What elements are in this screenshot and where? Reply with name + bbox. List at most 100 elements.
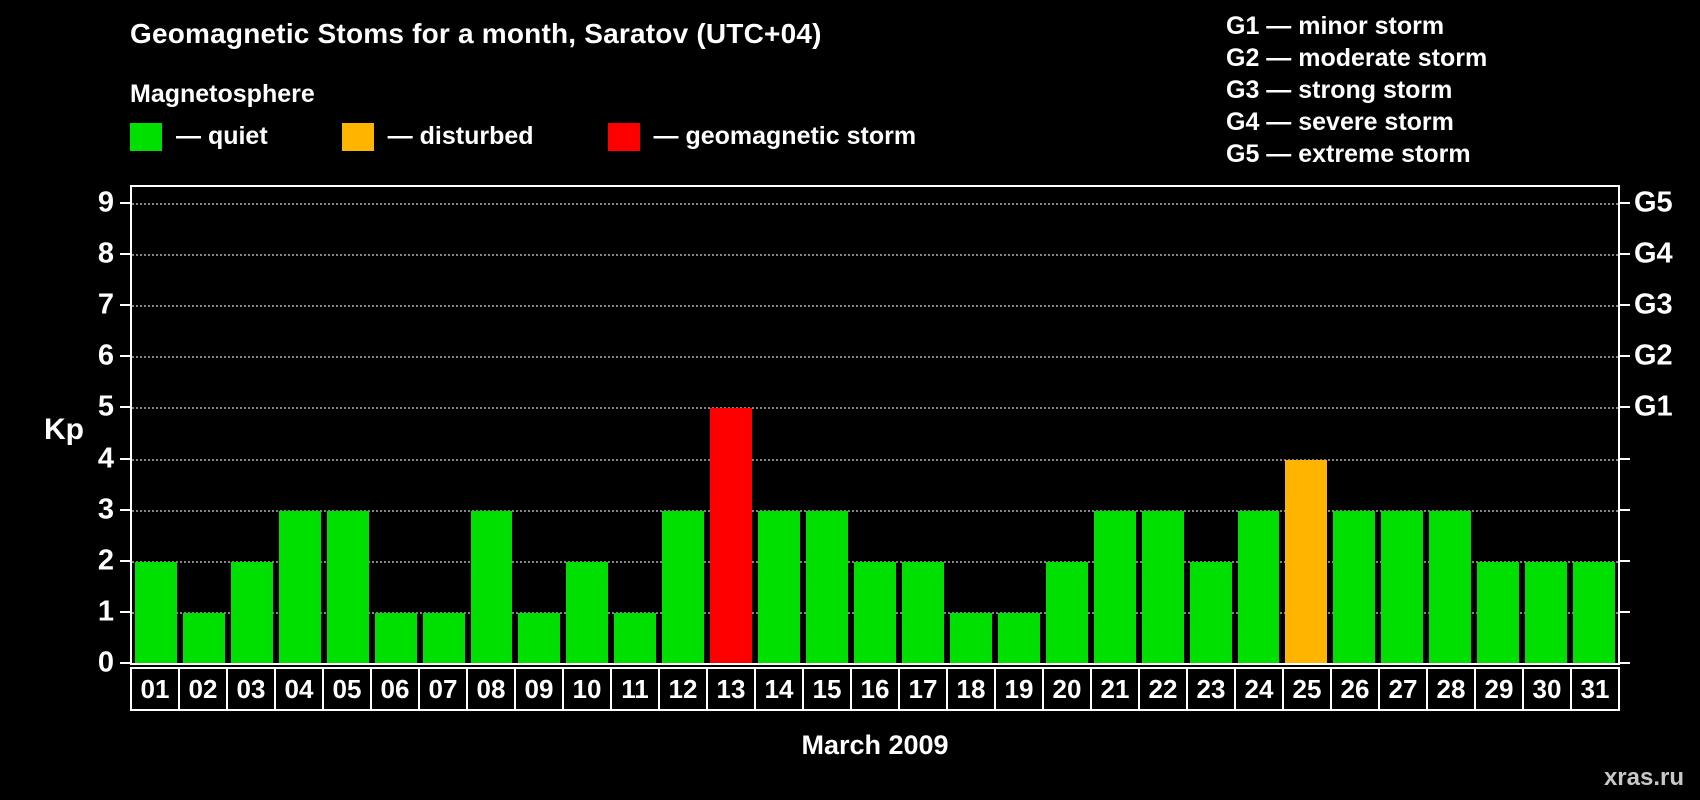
magnetosphere-legend: — quiet — disturbed — geomagnetic storm: [130, 122, 916, 151]
y-tick-right-2: [1620, 559, 1630, 562]
storm-swatch: [607, 122, 640, 151]
y-tick-right-3: [1620, 508, 1630, 511]
bar-day-19: [997, 612, 1040, 663]
bar-day-03: [230, 561, 273, 663]
day-label-27: 27: [1378, 667, 1428, 711]
y-tick-left-1: [120, 610, 130, 613]
storm-scale-line-g4: G4 — severe storm: [1226, 108, 1454, 136]
plot-area: [130, 185, 1620, 665]
bar-day-30: [1525, 561, 1568, 663]
y-tick-left-7: [120, 304, 130, 307]
day-label-17: 17: [898, 667, 948, 711]
bar-day-01: [135, 561, 177, 663]
bar-day-06: [374, 612, 417, 663]
gridline-kp-3: [132, 509, 1618, 512]
gridline-kp-4: [132, 458, 1618, 461]
day-label-26: 26: [1330, 667, 1380, 711]
day-label-29: 29: [1474, 667, 1524, 711]
day-label-23: 23: [1186, 667, 1236, 711]
bar-day-09: [518, 612, 561, 663]
y-tick-left-9: [120, 202, 130, 204]
bar-day-25: [1285, 459, 1328, 663]
y-tick-left-3: [120, 508, 130, 511]
bar-day-02: [182, 612, 225, 663]
day-label-10: 10: [562, 667, 612, 711]
g-scale-label-g4: G4: [1634, 237, 1673, 270]
day-label-03: 03: [226, 667, 276, 711]
watermark: xras.ru: [1603, 764, 1684, 791]
chart-title: Geomagnetic Stoms for a month, Saratov (…: [130, 18, 822, 49]
y-tick-label-3: 3: [97, 493, 114, 526]
day-label-09: 09: [514, 667, 564, 711]
bar-day-17: [901, 561, 944, 663]
day-label-02: 02: [178, 667, 228, 711]
bar-day-20: [1045, 561, 1088, 663]
day-label-31: 31: [1570, 667, 1620, 711]
day-label-16: 16: [850, 667, 900, 711]
bar-day-10: [566, 561, 609, 663]
day-label-06: 06: [370, 667, 420, 711]
day-label-13: 13: [706, 667, 756, 711]
gridline-kp-9: [132, 203, 1618, 205]
bar-day-18: [949, 612, 992, 663]
day-label-20: 20: [1042, 667, 1092, 711]
x-axis-title: March 2009: [801, 730, 949, 760]
day-label-24: 24: [1234, 667, 1284, 711]
y-tick-right-6: [1620, 355, 1630, 358]
g-scale-label-g2: G2: [1634, 339, 1673, 372]
day-label-25: 25: [1282, 667, 1332, 711]
g-scale-label-g5: G5: [1634, 186, 1673, 219]
legend-item-disturbed: — disturbed: [341, 122, 534, 151]
day-label-30: 30: [1522, 667, 1572, 711]
day-label-15: 15: [802, 667, 852, 711]
bar-day-16: [854, 561, 896, 663]
y-tick-label-4: 4: [97, 442, 114, 475]
y-tick-right-9: [1620, 202, 1630, 204]
day-label-19: 19: [994, 667, 1044, 711]
g-scale-label-g1: G1: [1634, 390, 1673, 423]
bar-day-05: [326, 510, 369, 663]
y-tick-right-7: [1620, 304, 1630, 307]
legend-label-disturbed: — disturbed: [387, 122, 534, 150]
y-tick-left-2: [120, 559, 130, 562]
y-tick-right-1: [1620, 610, 1630, 613]
day-label-21: 21: [1090, 667, 1140, 711]
disturbed-swatch: [341, 122, 374, 151]
y-tick-right-8: [1620, 253, 1630, 256]
day-label-04: 04: [274, 667, 324, 711]
y-tick-label-6: 6: [97, 339, 114, 372]
legend-item-quiet: — quiet: [130, 122, 268, 151]
y-tick-right-0: [1620, 662, 1630, 664]
bar-day-27: [1381, 510, 1424, 663]
day-label-18: 18: [946, 667, 996, 711]
bar-day-12: [662, 510, 705, 663]
y-tick-label-0: 0: [97, 646, 114, 679]
y-tick-label-9: 9: [97, 186, 114, 219]
legend-item-storm: — geomagnetic storm: [607, 122, 917, 151]
day-label-05: 05: [322, 667, 372, 711]
y-tick-label-7: 7: [97, 288, 114, 321]
day-label-11: 11: [610, 667, 660, 711]
gridline-kp-7: [132, 305, 1618, 308]
bar-day-31: [1573, 561, 1615, 663]
y-tick-left-4: [120, 457, 130, 460]
day-label-28: 28: [1426, 667, 1476, 711]
day-label-01: 01: [130, 667, 180, 711]
g-scale-label-g3: G3: [1634, 288, 1673, 321]
bar-day-22: [1141, 510, 1184, 663]
bar-day-13: [710, 408, 753, 663]
bar-day-07: [422, 612, 465, 663]
y-tick-label-2: 2: [97, 544, 114, 577]
bar-day-29: [1477, 561, 1520, 663]
legend-label-quiet: — quiet: [176, 122, 268, 150]
storm-scale-legend: G1 — minor storm G2 — moderate storm G3 — …: [1226, 10, 1487, 170]
storm-scale-line-g5: G5 — extreme storm: [1226, 140, 1471, 168]
legend-label-storm: — geomagnetic storm: [653, 122, 917, 150]
y-tick-left-0: [120, 662, 130, 664]
y-axis-label: Kp: [44, 413, 84, 446]
storm-scale-line-g3: G3 — strong storm: [1226, 76, 1453, 104]
y-tick-right-5: [1620, 406, 1630, 409]
bar-day-26: [1333, 510, 1376, 663]
legend-heading: Magnetosphere: [130, 80, 315, 108]
